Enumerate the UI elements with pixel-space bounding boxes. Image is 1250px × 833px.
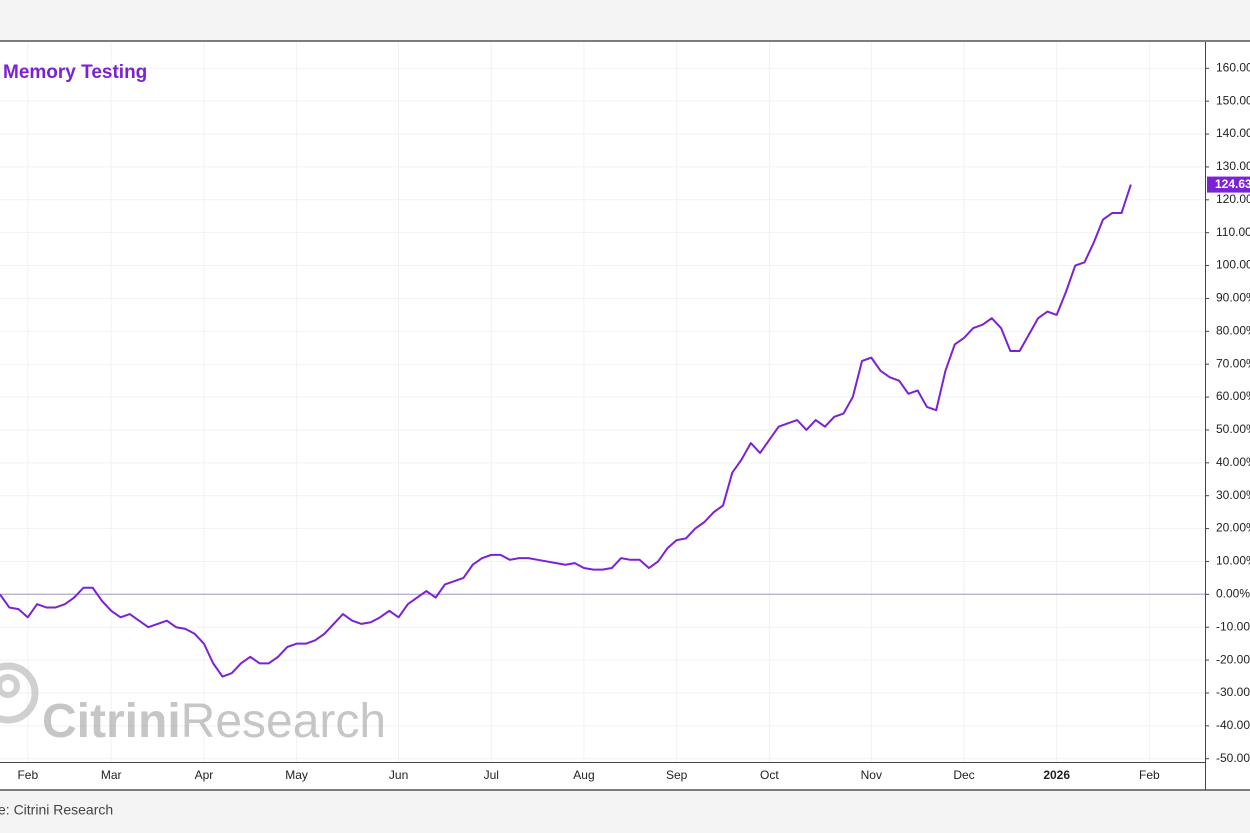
y-tick-label: 160.00% [1216,60,1250,74]
top-band [0,0,1250,41]
y-tick-label: 60.00% [1216,389,1250,403]
y-tick-label: 50.00% [1216,422,1250,436]
x-tick-label: Mar [101,768,122,782]
y-tick-label: 20.00% [1216,521,1250,535]
watermark-logo [0,662,39,724]
x-tick-label: May [285,768,308,782]
plot-area [0,184,1205,678]
x-tick-label: Feb [1139,768,1160,782]
x-tick-label: Feb [17,768,38,782]
y-tick-label: -50.00% [1216,751,1250,765]
y-tick-label: 120.00% [1216,192,1250,206]
series-line [0,184,1132,678]
grid [0,42,1205,762]
last-value-label: 124.63% [1215,177,1250,191]
x-tick-label: Nov [861,768,882,782]
x-tick-label: Dec [953,768,974,782]
watermark-logo [0,674,20,698]
watermark-bold: Citrini [42,695,181,748]
y-axis: -50.00% -40.00% -30.00% -20.00% -10.00% 0.00%… [1205,60,1250,765]
y-tick-label: 130.00% [1216,159,1250,173]
y-tick-label: 10.00% [1216,554,1250,568]
x-tick-label: Oct [760,768,779,782]
x-axis: Feb Mar Apr May Jun Jul Aug Sep Oct Nov Dec 2026 Feb [17,768,1160,782]
y-tick-label: 80.00% [1216,323,1250,337]
y-tick-label: 110.00% [1216,225,1250,239]
y-tick-label: 150.00% [1216,93,1250,107]
y-tick-label: -30.00% [1216,685,1250,699]
watermark-text: CitriniResearch [42,695,386,748]
x-tick-label: Sep [666,768,688,782]
y-tick-label: 40.00% [1216,455,1250,469]
y-tick-label: 0.00% [1216,587,1250,601]
y-tick-label: 100.00% [1216,258,1250,272]
chart-background [0,41,1250,790]
y-tick-label: -20.00% [1216,652,1250,666]
source: e: Citrini Research [0,802,113,818]
y-tick-label: 70.00% [1216,356,1250,370]
y-tick-label: -40.00% [1216,718,1250,732]
x-tick-label: Jul [484,768,499,782]
watermark-light: Research [181,695,386,748]
y-tick-label: -10.00% [1216,619,1250,633]
x-tick-label: 2026 [1043,768,1070,782]
legend-label: Memory Testing [3,62,147,83]
last-value-box [1207,176,1250,193]
y-tick-label: 90.00% [1216,291,1250,305]
watermark: CitriniResearch [0,662,386,748]
x-tick-label: Aug [573,768,594,782]
x-tick-label: Apr [195,768,214,782]
y-tick-label: 140.00% [1216,126,1250,140]
x-tick-label: Jun [389,768,408,782]
y-tick-label: 30.00% [1216,488,1250,502]
